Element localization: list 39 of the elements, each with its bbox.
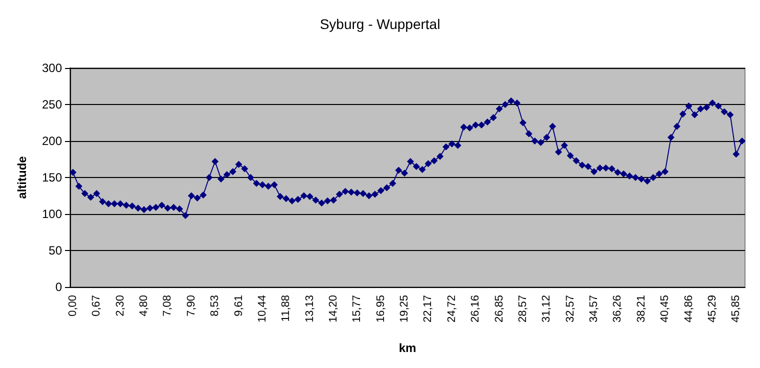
y-tick-label: 250 xyxy=(42,98,62,112)
x-axis-title: km xyxy=(398,341,416,355)
x-tick-label: 28,57 xyxy=(516,295,529,323)
x-tick-label: 45,29 xyxy=(706,295,718,323)
x-tick-label: 34,57 xyxy=(588,295,600,323)
y-tick-label: 200 xyxy=(42,134,62,148)
x-tick-label: 0,00 xyxy=(66,295,79,316)
y-axis-title: altitude xyxy=(15,156,29,199)
y-tick-label: 300 xyxy=(42,61,62,75)
x-tick-label: 31,12 xyxy=(540,295,553,323)
x-tick-label: 45,85 xyxy=(730,295,742,323)
x-tick-label: 4,80 xyxy=(138,295,150,316)
x-tick-label: 7,08 xyxy=(162,295,174,316)
x-tick-label: 16,95 xyxy=(374,295,387,323)
x-tick-label: 38,21 xyxy=(635,295,648,323)
x-tick-label: 13,13 xyxy=(304,295,316,323)
y-tick-label: 0 xyxy=(55,280,62,294)
y-tick-label: 150 xyxy=(42,170,62,184)
y-tick-label: 100 xyxy=(42,207,62,221)
x-tick-label: 9,61 xyxy=(232,295,245,316)
x-tick-label: 19,25 xyxy=(398,295,411,323)
x-tick-label: 8,53 xyxy=(209,295,222,316)
x-tick-label: 11,88 xyxy=(280,295,292,322)
x-tick-label: 26,85 xyxy=(493,295,506,323)
x-tick-label: 7,90 xyxy=(185,295,198,316)
x-tick-label: 22,17 xyxy=(422,295,434,323)
x-tick-label: 14,20 xyxy=(327,295,340,323)
x-tick-label: 36,26 xyxy=(612,295,624,323)
x-tick-label: 24,72 xyxy=(446,295,458,323)
x-tick-label: 15,77 xyxy=(351,295,364,323)
x-tick-label: 40,45 xyxy=(659,295,672,323)
x-tick-label: 26,16 xyxy=(470,295,482,323)
x-tick-label: 0,67 xyxy=(90,295,103,316)
chart-title: Syburg - Wuppertal xyxy=(320,16,440,32)
x-tick-label: 2,30 xyxy=(114,295,126,316)
x-tick-label: 10,44 xyxy=(256,295,268,323)
x-tick-label: 44,86 xyxy=(682,295,695,323)
y-tick-label: 50 xyxy=(48,244,62,258)
x-tick-label: 32,57 xyxy=(564,295,576,323)
